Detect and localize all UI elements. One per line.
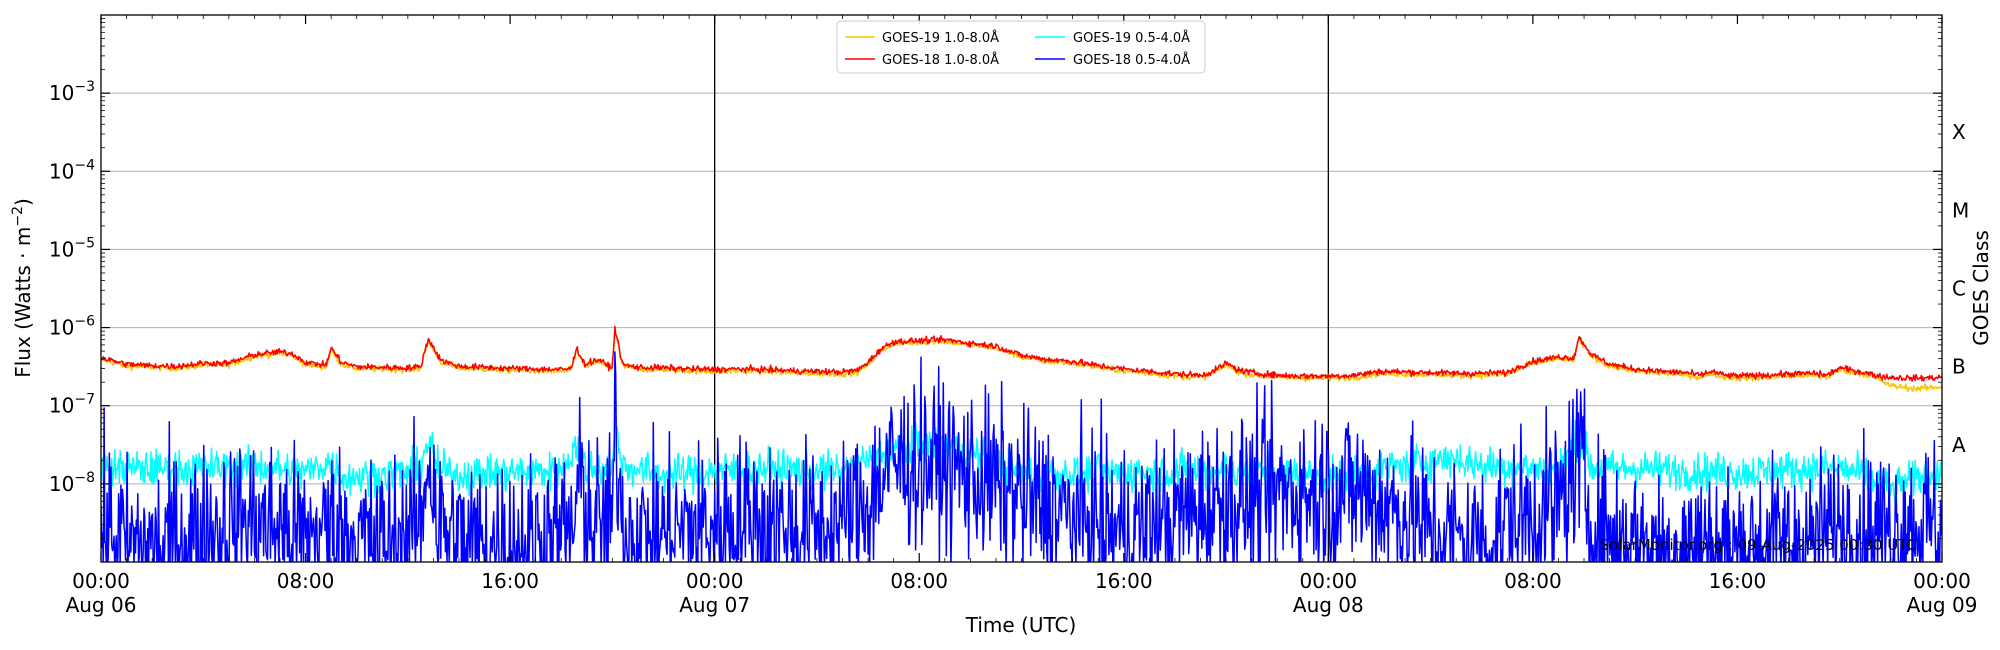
x-tick-label-6: 00:00 [1300,569,1358,593]
goes-class-label-a: A [1952,433,1966,457]
x-tick-label-2: 16:00 [481,569,539,593]
y-axis-title-suffix: ) [11,198,35,206]
legend-label-goes19-long: GOES-19 1.0-8.0Å [882,30,999,46]
y-tick-label-1: 10−7 [49,392,95,418]
y-tick-label-3: 10−5 [49,235,95,261]
goes-class-label-b: B [1952,355,1966,379]
x-tick-label-9: 00:00 [1913,569,1971,593]
x-tick-label-1: 08:00 [277,569,335,593]
x-tick-date-6: Aug 08 [1293,593,1364,617]
y-tick-label-2: 10−6 [49,314,95,340]
y-axis-title-exponent: −2 [10,206,26,227]
goes-class-labels: A B C M X [1952,120,1969,457]
x-tick-date-0: Aug 06 [66,593,137,617]
y-axis-title-text: Flux (Watts · m [11,227,35,378]
x-tick-date-3: Aug 07 [679,593,750,617]
series-line-2 [101,416,1942,505]
goes-class-label-c: C [1952,277,1966,301]
legend-box [836,20,1206,74]
x-tick-label-3: 00:00 [686,569,744,593]
series-line-3 [101,351,1942,562]
y-tick-label-4: 10−4 [49,157,95,183]
y-tick-label-5: 10−3 [49,79,95,105]
grid-lines [101,92,1942,485]
x-tick-label-7: 08:00 [1504,569,1562,593]
series-lines [101,325,1942,562]
credit-text: SolarMonitor.org : 09-Aug-2025 00:30 UTC [1600,536,1917,554]
x-tick-label-4: 08:00 [890,569,948,593]
x-axis-title: Time (UTC) [965,613,1077,637]
legend-label-goes18-short: GOES-18 0.5-4.0Å [1073,52,1190,68]
goes-class-label-m: M [1952,198,1969,222]
y-tick-label-0: 10−8 [49,470,95,496]
series-line-1 [101,325,1942,382]
legend-label-goes18-long: GOES-18 1.0-8.0Å [882,52,999,68]
x-tick-label-0: 00:00 [72,569,130,593]
y-axis-title: Flux (Watts · m−2) [10,198,35,378]
goes-class-label-x: X [1952,120,1966,144]
goes-class-axis-title: GOES Class [1969,230,1993,346]
x-tick-date-9: Aug 09 [1907,593,1978,617]
x-tick-label-8: 16:00 [1709,569,1767,593]
y-axis-ticks: 10−8 10−7 10−6 10−5 10−4 10−3 [49,18,1942,539]
legend: GOES-19 1.0-8.0Å GOES-18 1.0-8.0Å GOES-1… [836,20,1206,74]
legend-label-goes19-short: GOES-19 0.5-4.0Å [1073,30,1190,46]
series-line-0 [101,329,1942,393]
x-tick-label-5: 16:00 [1095,569,1153,593]
